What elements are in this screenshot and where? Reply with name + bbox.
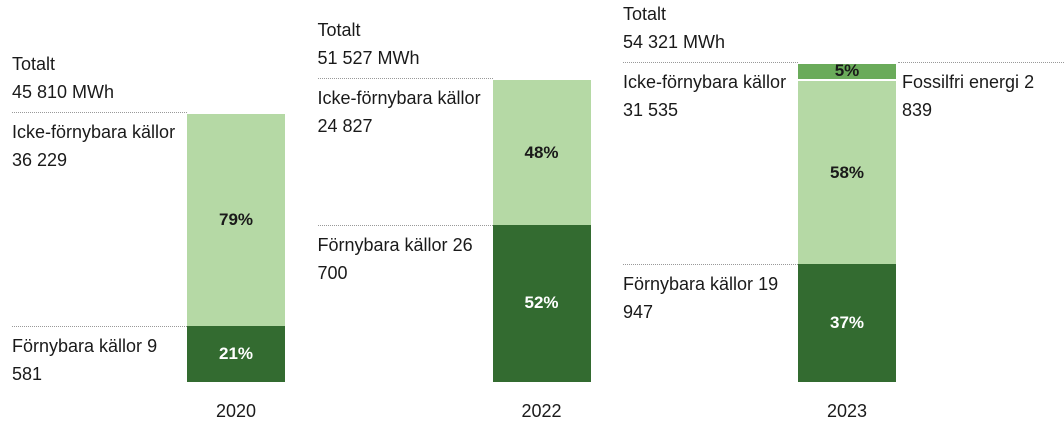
total-label: Totalt 51 527 MWh bbox=[318, 16, 488, 72]
share-label: 52% bbox=[524, 293, 559, 313]
total-label: Totalt 45 810 MWh bbox=[12, 50, 182, 106]
series-label: Icke-förnybara källor 36 229 bbox=[12, 118, 177, 174]
x-tick-label: 2023 bbox=[826, 401, 868, 421]
total-value: 45 810 MWh bbox=[12, 82, 115, 103]
total-label: Totalt 54 321 MWh bbox=[623, 0, 793, 56]
total-value: 51 527 MWh bbox=[317, 48, 420, 69]
x-tick-label: 2022 bbox=[521, 401, 562, 421]
total-value: 54 321 MWh bbox=[623, 32, 726, 52]
series-label: Förnybara källor 9 581 bbox=[12, 332, 177, 388]
series-name: Fossilfri energi bbox=[902, 72, 1020, 92]
series-name: Förnybara källor bbox=[623, 274, 754, 295]
total-line bbox=[317, 78, 493, 80]
series-value: 36 229 bbox=[12, 150, 68, 171]
bar-segment: 37% bbox=[798, 264, 896, 382]
x-tick-label: 2020 bbox=[215, 401, 257, 421]
series-value: 26 700 bbox=[317, 234, 473, 283]
bar-segment: 52% bbox=[492, 224, 591, 382]
total-line bbox=[623, 62, 798, 63]
series-name: Icke-förnybara källor bbox=[623, 72, 787, 92]
leader-line bbox=[898, 62, 1064, 63]
series-value: 9 581 bbox=[12, 335, 158, 384]
series-value: 19 947 bbox=[623, 274, 779, 323]
total-title: Totalt bbox=[623, 4, 667, 24]
leader-line bbox=[317, 224, 493, 226]
bar-segment: 58% bbox=[798, 78, 896, 265]
series-value: 2 839 bbox=[902, 72, 1035, 120]
total-line bbox=[12, 112, 187, 114]
leader-line bbox=[12, 325, 187, 327]
share-label: 37% bbox=[829, 313, 865, 333]
series-name: Icke-förnybara källor bbox=[317, 88, 481, 109]
series-name: Icke-förnybara källor bbox=[12, 122, 176, 143]
bar-segment: 21% bbox=[187, 325, 285, 382]
series-name: Förnybara källor bbox=[317, 234, 448, 255]
total-title: Totalt bbox=[12, 54, 56, 75]
share-label: 21% bbox=[218, 343, 254, 363]
share-label: 79% bbox=[218, 209, 254, 229]
series-label: Icke-förnybara källor 24 827 bbox=[318, 84, 483, 140]
bar-segment: 79% bbox=[187, 112, 285, 326]
share-label: 58% bbox=[829, 162, 865, 182]
series-label: Förnybara källor 26 700 bbox=[318, 231, 483, 287]
series-value: 24 827 bbox=[317, 116, 373, 137]
share-label: 5% bbox=[834, 61, 860, 81]
series-label: Fossilfri energi 2 839 bbox=[902, 68, 1062, 124]
leader-line bbox=[623, 264, 798, 266]
share-label: 48% bbox=[524, 142, 559, 162]
series-label: Icke-förnybara källor 31 535 bbox=[623, 68, 788, 124]
bar-segment: 5% bbox=[798, 61, 896, 81]
series-value: 31 535 bbox=[623, 100, 679, 120]
series-label: Förnybara källor 19 947 bbox=[623, 270, 788, 326]
total-title: Totalt bbox=[317, 20, 361, 41]
bar-segment: 48% bbox=[492, 78, 591, 225]
series-name: Förnybara källor bbox=[12, 335, 143, 356]
